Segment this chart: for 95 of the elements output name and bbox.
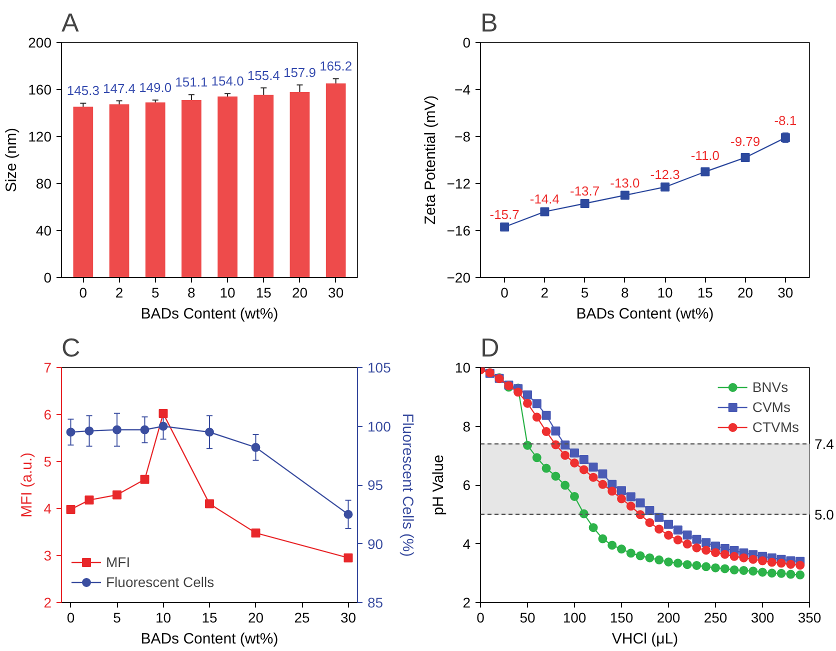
y-tick-label: 7	[44, 360, 52, 376]
x-tick-label: 8	[188, 284, 196, 300]
x-tick-label: 10	[220, 284, 236, 300]
y-tick-label: −8	[454, 128, 471, 144]
legend-label: MFI	[106, 554, 130, 570]
x-tick-label: 20	[292, 284, 308, 300]
x-tick-label: 10	[155, 610, 172, 626]
x-tick-label: 30	[328, 284, 344, 300]
chart-title: B	[480, 8, 498, 38]
y-axis-title: Zeta Potential (mV)	[422, 95, 439, 225]
x-tick-label: 20	[738, 284, 754, 300]
y2-axis-title: Fluorescent Cells (%)	[398, 413, 416, 557]
x-tick-label: 30	[778, 284, 794, 300]
x-tick-label: 15	[697, 284, 714, 300]
chart-title: A	[62, 8, 80, 38]
chart-title: D	[480, 332, 500, 362]
x-tick-label: 0	[79, 284, 88, 300]
data-label: -13.7	[570, 183, 600, 198]
y-tick-label: −16	[446, 222, 471, 238]
y2-tick-label: 85	[368, 594, 384, 610]
x-tick-label: 0	[66, 610, 75, 626]
legend-label: BNVs	[752, 379, 788, 395]
chart-title: C	[62, 332, 80, 362]
data-label: -15.7	[490, 206, 520, 222]
x-tick-label: 15	[202, 610, 218, 626]
x-tick-label: 2	[115, 284, 124, 300]
y-tick-label: 4	[462, 536, 471, 552]
y-tick-label: 200	[28, 34, 52, 50]
y2-tick-label: 90	[368, 536, 384, 552]
y-tick-label: 120	[28, 128, 52, 144]
x-tick-label: 2	[540, 284, 549, 300]
y-axis-title: Size (nm)	[3, 128, 20, 192]
x-tick-label: 15	[256, 284, 272, 300]
y-tick-label: 5	[44, 454, 52, 470]
legend-label: Fluorescent Cells	[106, 574, 214, 590]
data-label: 155.4	[247, 68, 280, 83]
x-tick-label: 5	[580, 284, 589, 300]
x-tick-label: 300	[750, 610, 774, 626]
x-tick-label: 25	[294, 610, 310, 626]
x-axis-title: BADs Content (wt%)	[140, 306, 278, 322]
y-tick-label: 6	[44, 406, 52, 422]
x-tick-label: 200	[656, 610, 680, 626]
x-tick-label: 0	[476, 610, 485, 626]
x-tick-label: 8	[621, 284, 630, 300]
x-tick-label: 10	[657, 284, 674, 300]
y-axis-title: MFI (a.u.)	[18, 452, 36, 518]
x-tick-label: 150	[610, 610, 634, 626]
data-label: -12.3	[650, 167, 680, 182]
data-label: 147.4	[102, 80, 136, 96]
y-tick-label: 80	[36, 176, 52, 192]
y2-tick-label: 95	[368, 477, 384, 493]
ref-line-label: 7.4	[814, 436, 834, 452]
x-tick-label: 100	[562, 610, 586, 626]
data-label: -13.0	[610, 175, 640, 190]
x-tick-label: 5	[113, 610, 122, 626]
y-tick-label: 2	[462, 594, 471, 610]
y-tick-label: 10	[454, 360, 471, 376]
data-label: -8.1	[774, 112, 797, 128]
y-tick-label: 0	[44, 270, 52, 286]
y-tick-label: 4	[44, 500, 52, 516]
ref-line-label: 5.0	[814, 506, 834, 522]
x-tick-label: 5	[151, 284, 160, 300]
y2-tick-label: 105	[368, 360, 392, 376]
data-label: 149.0	[139, 80, 172, 96]
y-tick-label: −12	[446, 176, 471, 192]
legend-label: CVMs	[752, 399, 790, 415]
x-tick-label: 0	[500, 284, 509, 300]
y-axis-title: pH Value	[430, 454, 447, 516]
x-tick-label: 20	[248, 610, 264, 626]
data-label: 151.1	[175, 74, 208, 90]
y-tick-label: 40	[36, 222, 52, 238]
data-label: -11.0	[690, 148, 720, 164]
data-label: 154.0	[211, 74, 244, 89]
x-tick-label: 250	[704, 610, 728, 626]
x-axis-title: BADs Content (wt%)	[140, 630, 278, 648]
y-tick-label: 6	[462, 477, 471, 493]
y2-tick-label: 100	[368, 418, 392, 434]
x-axis-title: VHCl (μL)	[612, 630, 678, 648]
y-tick-label: −4	[454, 82, 471, 98]
y-tick-label: −20	[446, 270, 471, 286]
x-tick-label: 50	[520, 610, 536, 626]
data-label: 157.9	[283, 64, 316, 80]
x-tick-label: 30	[340, 610, 356, 626]
x-tick-label: 350	[798, 610, 822, 626]
data-label: -14.4	[530, 192, 560, 207]
y-tick-label: 3	[44, 548, 52, 564]
y-tick-label: 160	[28, 82, 52, 98]
y-tick-label: 2	[44, 594, 52, 610]
y-tick-label: 8	[462, 418, 471, 434]
x-axis-title: BADs Content (wt%)	[576, 306, 714, 322]
data-label: -9.79	[730, 134, 760, 150]
y-tick-label: 0	[462, 34, 471, 50]
data-label: 165.2	[320, 58, 352, 74]
data-label: 145.3	[66, 83, 100, 98]
legend-label: CTVMs	[752, 419, 799, 435]
